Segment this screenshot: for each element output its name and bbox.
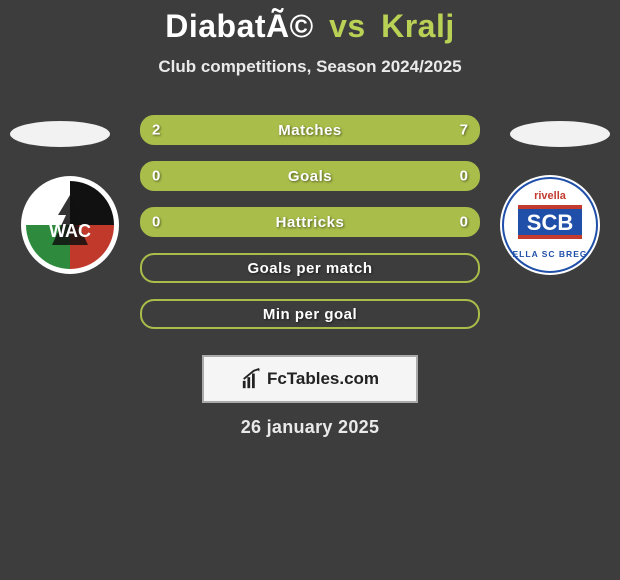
wac-badge-icon: WAC <box>20 175 120 275</box>
club-badge-right: rivella SCB ELLA SC BREG <box>500 175 600 275</box>
comparison-card: DiabatÃ© vs Kralj Club competitions, Sea… <box>0 0 620 438</box>
svg-text:SCB: SCB <box>527 210 573 235</box>
subtitle: Club competitions, Season 2024/2025 <box>0 57 620 77</box>
stat-label: Hattricks <box>276 214 345 231</box>
sc-bregenz-badge-icon: rivella SCB ELLA SC BREG <box>500 175 600 275</box>
stat-bars: 2 Matches 7 0 Goals 0 0 Hattricks 0 Goal… <box>140 115 480 345</box>
stat-value-left: 0 <box>152 214 160 231</box>
stat-label: Goals per match <box>247 260 372 277</box>
vs-text: vs <box>329 8 366 44</box>
club-badge-left: WAC <box>20 175 120 275</box>
page-title: DiabatÃ© vs Kralj <box>0 8 620 45</box>
player1-name: DiabatÃ© <box>165 8 313 44</box>
stat-bar-hattricks: 0 Hattricks 0 <box>140 207 480 237</box>
stat-value-left: 0 <box>152 168 160 185</box>
stat-label: Matches <box>278 122 342 139</box>
fctables-inner: FcTables.com <box>241 368 379 390</box>
stat-bar-matches: 2 Matches 7 <box>140 115 480 145</box>
stat-value-right: 0 <box>460 168 468 185</box>
stat-value-left: 2 <box>152 122 160 139</box>
fctables-attribution: FcTables.com <box>202 355 418 403</box>
svg-text:WAC: WAC <box>49 221 91 241</box>
svg-text:rivella: rivella <box>534 190 567 202</box>
player2-photo-placeholder <box>510 121 610 147</box>
stat-bar-min-per-goal: Min per goal <box>140 299 480 329</box>
fctables-logo-icon <box>241 368 263 390</box>
stat-value-right: 7 <box>460 122 468 139</box>
player2-name: Kralj <box>381 8 455 44</box>
stat-bar-goals-per-match: Goals per match <box>140 253 480 283</box>
stat-bar-goals: 0 Goals 0 <box>140 161 480 191</box>
player1-photo-placeholder <box>10 121 110 147</box>
stat-value-right: 0 <box>460 214 468 231</box>
svg-text:ELLA SC BREG: ELLA SC BREG <box>513 249 588 259</box>
stat-label: Goals <box>288 168 332 185</box>
stat-label: Min per goal <box>263 306 357 323</box>
fctables-text: FcTables.com <box>267 369 379 389</box>
comparison-date: 26 january 2025 <box>0 417 620 438</box>
stats-section: WAC rivella SCB ELLA SC BREG 2 Matches 7 <box>0 115 620 345</box>
